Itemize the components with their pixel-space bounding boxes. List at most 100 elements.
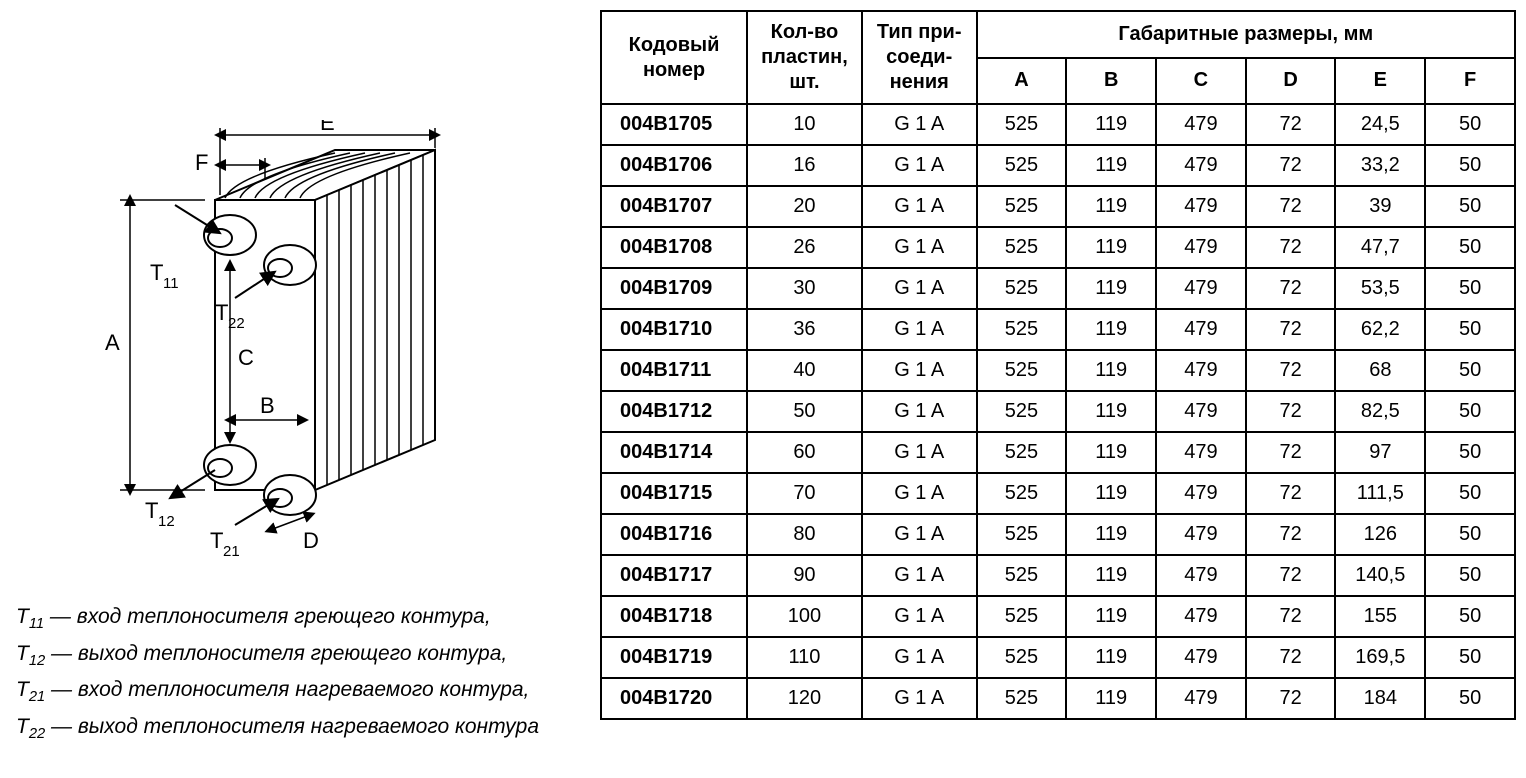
cell-F: 50	[1425, 227, 1515, 268]
cell-plates: 120	[747, 678, 862, 719]
dim-label-E: E	[320, 120, 335, 135]
cell-conn: G 1 A	[862, 350, 977, 391]
cell-F: 50	[1425, 104, 1515, 145]
cell-code: 004B1715	[601, 473, 747, 514]
table-row: 004B170826G 1 A5251194797247,750	[601, 227, 1515, 268]
cell-E: 140,5	[1335, 555, 1425, 596]
table-row: 004B1720120G 1 A5251194797218450	[601, 678, 1515, 719]
cell-F: 50	[1425, 145, 1515, 186]
cell-C: 479	[1156, 555, 1246, 596]
cell-code: 004B1720	[601, 678, 747, 719]
cell-plates: 80	[747, 514, 862, 555]
cell-B: 119	[1066, 104, 1156, 145]
cell-plates: 26	[747, 227, 862, 268]
cell-code: 004B1712	[601, 391, 747, 432]
cell-A: 525	[977, 350, 1067, 391]
left-panel: T11 T22 T12 T21 A C	[10, 10, 570, 747]
cell-D: 72	[1246, 227, 1336, 268]
cell-code: 004B1711	[601, 350, 747, 391]
cell-C: 479	[1156, 268, 1246, 309]
cell-B: 119	[1066, 391, 1156, 432]
cell-conn: G 1 A	[862, 678, 977, 719]
table-row: 004B171790G 1 A52511947972140,550	[601, 555, 1515, 596]
cell-conn: G 1 A	[862, 391, 977, 432]
cell-C: 479	[1156, 145, 1246, 186]
cell-B: 119	[1066, 268, 1156, 309]
cell-conn: G 1 A	[862, 145, 977, 186]
cell-D: 72	[1246, 432, 1336, 473]
cell-D: 72	[1246, 678, 1336, 719]
cell-D: 72	[1246, 637, 1336, 678]
cell-plates: 50	[747, 391, 862, 432]
cell-conn: G 1 A	[862, 309, 977, 350]
cell-E: 33,2	[1335, 145, 1425, 186]
cell-code: 004B1717	[601, 555, 747, 596]
th-plates: Кол-во пластин, шт.	[747, 11, 862, 104]
cell-plates: 60	[747, 432, 862, 473]
cell-A: 525	[977, 104, 1067, 145]
th-code: Кодовый номер	[601, 11, 747, 104]
cell-C: 479	[1156, 391, 1246, 432]
legend-line: T22 — выход теплоносителя нагреваемого к…	[16, 710, 570, 747]
svg-text:11: 11	[163, 275, 179, 292]
cell-code: 004B1706	[601, 145, 747, 186]
cell-A: 525	[977, 473, 1067, 514]
cell-plates: 40	[747, 350, 862, 391]
cell-D: 72	[1246, 268, 1336, 309]
table-row: 004B171570G 1 A52511947972111,550	[601, 473, 1515, 514]
cell-D: 72	[1246, 145, 1336, 186]
cell-code: 004B1710	[601, 309, 747, 350]
cell-plates: 10	[747, 104, 862, 145]
table-row: 004B1718100G 1 A5251194797215550	[601, 596, 1515, 637]
cell-code: 004B1716	[601, 514, 747, 555]
cell-code: 004B1707	[601, 186, 747, 227]
cell-E: 126	[1335, 514, 1425, 555]
svg-text:T: T	[215, 300, 228, 325]
cell-conn: G 1 A	[862, 268, 977, 309]
cell-plates: 110	[747, 637, 862, 678]
cell-A: 525	[977, 514, 1067, 555]
cell-F: 50	[1425, 391, 1515, 432]
svg-text:21: 21	[223, 543, 240, 560]
cell-F: 50	[1425, 555, 1515, 596]
table-row: 004B171680G 1 A5251194797212650	[601, 514, 1515, 555]
cell-conn: G 1 A	[862, 227, 977, 268]
cell-B: 119	[1066, 596, 1156, 637]
cell-plates: 36	[747, 309, 862, 350]
cell-C: 479	[1156, 432, 1246, 473]
cell-code: 004B1718	[601, 596, 747, 637]
cell-D: 72	[1246, 186, 1336, 227]
cell-A: 525	[977, 596, 1067, 637]
cell-plates: 100	[747, 596, 862, 637]
table-row: 004B170720G 1 A525119479723950	[601, 186, 1515, 227]
cell-conn: G 1 A	[862, 104, 977, 145]
cell-C: 479	[1156, 637, 1246, 678]
heat-exchanger-diagram: T11 T22 T12 T21 A C	[10, 120, 570, 560]
table-row: 004B171460G 1 A525119479729750	[601, 432, 1515, 473]
table-row: 004B1719110G 1 A52511947972169,550	[601, 637, 1515, 678]
cell-plates: 30	[747, 268, 862, 309]
cell-D: 72	[1246, 350, 1336, 391]
cell-B: 119	[1066, 350, 1156, 391]
cell-conn: G 1 A	[862, 637, 977, 678]
cell-C: 479	[1156, 473, 1246, 514]
cell-D: 72	[1246, 555, 1336, 596]
cell-E: 155	[1335, 596, 1425, 637]
cell-C: 479	[1156, 227, 1246, 268]
cell-C: 479	[1156, 186, 1246, 227]
cell-A: 525	[977, 432, 1067, 473]
table-row: 004B171140G 1 A525119479726850	[601, 350, 1515, 391]
cell-E: 97	[1335, 432, 1425, 473]
cell-C: 479	[1156, 350, 1246, 391]
th-dim-E: E	[1335, 58, 1425, 105]
cell-F: 50	[1425, 186, 1515, 227]
th-dim-F: F	[1425, 58, 1515, 105]
table-row: 004B170510G 1 A5251194797224,550	[601, 104, 1515, 145]
cell-E: 24,5	[1335, 104, 1425, 145]
table-row: 004B170616G 1 A5251194797233,250	[601, 145, 1515, 186]
cell-F: 50	[1425, 678, 1515, 719]
cell-E: 82,5	[1335, 391, 1425, 432]
cell-F: 50	[1425, 432, 1515, 473]
port-legend: T11 — вход теплоносителя греющего контур…	[10, 600, 570, 747]
cell-F: 50	[1425, 514, 1515, 555]
